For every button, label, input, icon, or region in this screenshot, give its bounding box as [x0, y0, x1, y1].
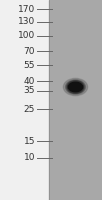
Text: 70: 70 [24, 46, 35, 55]
Ellipse shape [65, 80, 85, 94]
Text: 25: 25 [24, 104, 35, 114]
Text: 100: 100 [18, 31, 35, 40]
Text: 15: 15 [24, 136, 35, 146]
Text: 55: 55 [24, 60, 35, 70]
Ellipse shape [68, 82, 83, 92]
Bar [49, 0, 102, 200]
Text: 130: 130 [18, 18, 35, 26]
Text: 35: 35 [24, 86, 35, 95]
Text: 170: 170 [18, 4, 35, 14]
Text: 10: 10 [24, 154, 35, 162]
Bar [0, 0, 49, 200]
Ellipse shape [67, 81, 84, 93]
Ellipse shape [63, 78, 88, 96]
Text: 40: 40 [24, 76, 35, 86]
